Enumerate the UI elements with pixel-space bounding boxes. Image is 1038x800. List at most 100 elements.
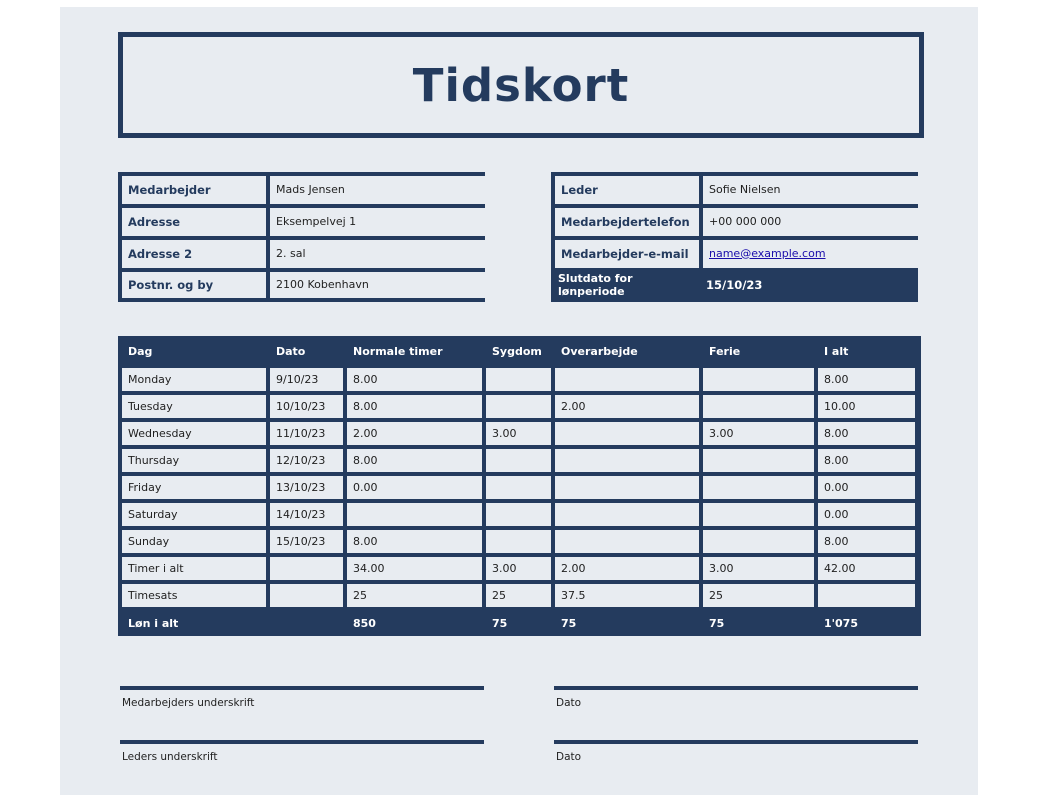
footer-date [270,611,343,637]
cell-normal-hours[interactable]: 25 [347,584,482,607]
cell-day: Saturday [122,503,266,526]
employee-date-line[interactable] [554,686,918,690]
phone-label: Medarbejdertelefon [555,209,699,234]
cell-vacation[interactable] [703,449,814,472]
cell-overtime[interactable] [555,530,699,553]
footer-overtime: 75 [561,617,577,630]
cell-sick[interactable] [486,368,551,391]
cell-sick[interactable] [486,449,551,472]
time-table: Dag Dato Normale timer Sygdom Overarbejde Fer… [118,336,921,636]
cell-overtime[interactable] [555,368,699,391]
cell-overtime[interactable] [555,503,699,526]
employee-signature-line[interactable] [120,686,484,690]
manager-signature-label: Leders underskrift [122,751,218,763]
cell-date[interactable]: 15/10/23 [270,530,343,553]
cell-normal-hours[interactable]: 8.00 [347,530,482,553]
cell-overtime[interactable] [555,476,699,499]
employee-name-label: Medarbejder [122,177,266,202]
cell-overtime[interactable] [555,422,699,445]
cell-day: Wednesday [122,422,266,445]
cell-overtime[interactable]: 2.00 [555,557,699,580]
cell-sick[interactable]: 25 [486,584,551,607]
phone-value[interactable]: +00 000 000 [703,209,918,234]
employee-name-value[interactable]: Mads Jensen [270,177,485,202]
cell-normal-hours[interactable]: 8.00 [347,368,482,391]
cell-date[interactable]: 11/10/23 [270,422,343,445]
cell-date[interactable]: 12/10/23 [270,449,343,472]
cell-day: Sunday [122,530,266,553]
cell-normal-hours[interactable]: 0.00 [347,476,482,499]
cell-sick[interactable] [486,530,551,553]
cell-date[interactable]: 10/10/23 [270,395,343,418]
cell-normal-hours[interactable]: 8.00 [347,449,482,472]
cell-total[interactable]: 8.00 [818,422,915,445]
cell-vacation[interactable]: 3.00 [703,422,814,445]
cell-day: Monday [122,368,266,391]
cell-total[interactable] [818,584,915,607]
footer-total: 1'075 [824,617,858,630]
cell-overtime[interactable]: 2.00 [555,395,699,418]
cell-vacation[interactable]: 3.00 [703,557,814,580]
cell-overtime[interactable] [555,449,699,472]
header-overtime: Overarbejde [561,345,638,358]
cell-total[interactable]: 0.00 [818,503,915,526]
manager-signature-line[interactable] [120,740,484,744]
cell-total[interactable]: 42.00 [818,557,915,580]
cell-sick[interactable] [486,476,551,499]
cell-total[interactable]: 8.00 [818,368,915,391]
cell-vacation[interactable] [703,503,814,526]
manager-info: Leder Sofie Nielsen Medarbejdertelefon +… [551,172,918,304]
cell-overtime[interactable]: 37.5 [555,584,699,607]
cell-normal-hours[interactable]: 8.00 [347,395,482,418]
cell-vacation[interactable] [703,476,814,499]
footer-sick: 75 [492,617,508,630]
cell-vacation[interactable] [703,395,814,418]
cell-day: Friday [122,476,266,499]
cell-vacation[interactable] [703,368,814,391]
cell-day: Timesats [122,584,266,607]
footer-normal-hours: 850 [353,617,376,630]
cell-total[interactable]: 0.00 [818,476,915,499]
cell-total[interactable]: 8.00 [818,530,915,553]
cell-sick[interactable] [486,503,551,526]
postal-city-value[interactable]: 2100 Kobenhavn [270,272,485,297]
cell-total[interactable]: 8.00 [818,449,915,472]
cell-normal-hours[interactable]: 34.00 [347,557,482,580]
header-vacation: Ferie [709,345,741,358]
period-row: Slutdato for lønperiode 15/10/23 [551,268,918,302]
cell-date[interactable]: 9/10/23 [270,368,343,391]
header-day: Dag [128,345,153,358]
cell-normal-hours[interactable]: 2.00 [347,422,482,445]
title-box: Tidskort [118,32,924,138]
cell-vacation[interactable] [703,530,814,553]
cell-date[interactable] [270,557,343,580]
page-title: Tidskort [412,58,630,112]
period-value[interactable]: 15/10/23 [706,278,763,292]
address2-label: Adresse 2 [122,241,266,266]
cell-vacation[interactable]: 25 [703,584,814,607]
header-normal-hours: Normale timer [353,345,443,358]
address-label: Adresse [122,209,266,234]
cell-sick[interactable] [486,395,551,418]
address-value[interactable]: Eksempelvej 1 [270,209,485,234]
manager-value[interactable]: Sofie Nielsen [703,177,918,202]
cell-date[interactable] [270,584,343,607]
email-label: Medarbejder-e-mail [555,241,699,266]
cell-day: Thursday [122,449,266,472]
cell-date[interactable]: 14/10/23 [270,503,343,526]
cell-total[interactable]: 10.00 [818,395,915,418]
manager-date-line[interactable] [554,740,918,744]
employee-signature-label: Medarbejders underskrift [122,697,255,709]
manager-label: Leder [555,177,699,202]
email-link[interactable]: name@example.com [709,246,826,260]
cell-sick[interactable]: 3.00 [486,557,551,580]
cell-sick[interactable]: 3.00 [486,422,551,445]
cell-normal-hours[interactable] [347,503,482,526]
address2-value[interactable]: 2. sal [270,241,485,266]
cell-day: Timer i alt [122,557,266,580]
header-sick: Sygdom [492,345,542,358]
cell-day: Tuesday [122,395,266,418]
cell-date[interactable]: 13/10/23 [270,476,343,499]
footer-day: Løn i alt [128,617,179,630]
header-total: I alt [824,345,849,358]
